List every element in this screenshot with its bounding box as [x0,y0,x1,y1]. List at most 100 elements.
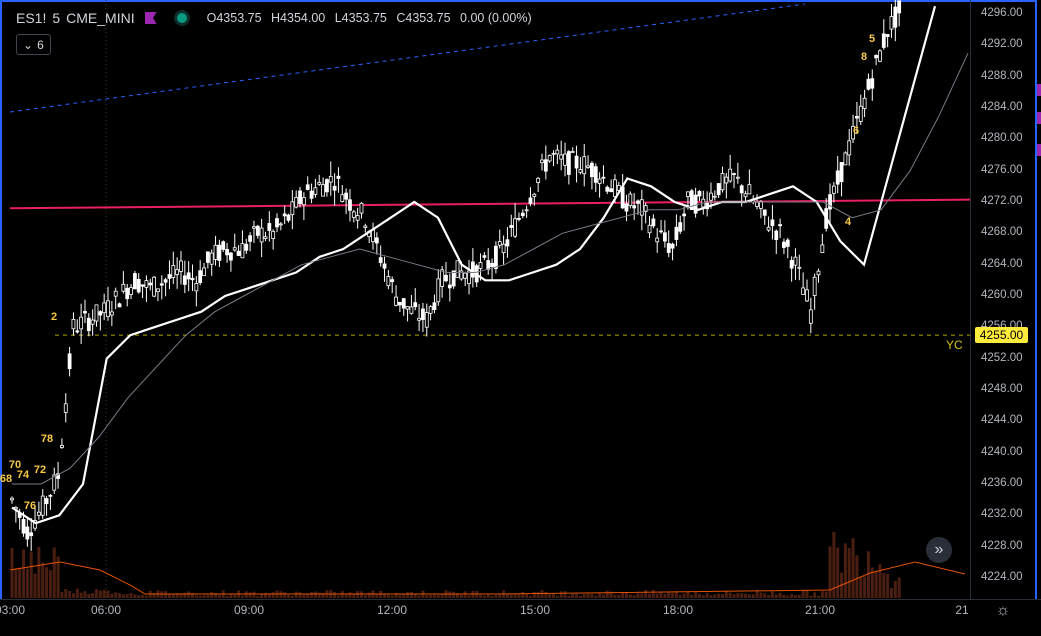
volume-bar [521,591,525,598]
volume-bar [260,593,264,598]
change-value: 0.00 (0.00%) [460,11,532,25]
symbol-name[interactable]: ES1! [16,10,47,26]
volume-bar [609,591,613,598]
volume-bar [863,576,867,598]
volume-bar [367,592,371,598]
volume-bar [244,591,248,598]
candle-body [501,243,506,254]
high-value: H4354.00 [271,11,326,25]
volume-bar [214,592,218,598]
candle-body [666,243,671,253]
volume-bar [813,592,817,598]
volume-bar [175,593,179,598]
volume-bar [267,594,271,598]
volume-bar [194,595,198,598]
volume-bar [394,592,398,598]
candle-body [893,6,898,28]
candle-body [436,278,441,303]
candle-body [482,255,487,258]
candle-body [586,165,590,168]
volume-bar [14,568,18,598]
ema-slow-line [12,52,969,485]
volume-bar [548,593,552,598]
exchange-label: CME_MINI [66,10,135,26]
volume-bar [878,564,882,598]
volume-bar [463,591,467,598]
volume-bar [129,592,133,598]
volume-bar [137,595,141,598]
volume-bar [697,593,701,598]
volume-bar [809,595,813,598]
candle-body [63,403,68,413]
interval-label[interactable]: 5 [52,10,61,26]
volume-bar [398,594,402,598]
candle-body [136,278,141,293]
candle-body [451,270,456,287]
double-chevron-right-icon: » [934,541,944,558]
time-tick: 03:00 [0,603,26,617]
volume-bar [655,593,659,598]
scroll-to-realtime-button[interactable]: » [926,537,952,563]
chart-settings-button[interactable]: ☼ [993,602,1013,622]
volume-bar [467,595,471,598]
volume-bar [64,589,68,598]
volume-bar [621,593,625,598]
volume-bar [429,594,433,598]
volume-bar [52,547,56,598]
volume-bar [513,594,517,598]
candle-body [655,237,660,243]
candle-body [536,177,541,183]
flag-icon[interactable] [144,12,157,24]
price-axis[interactable]: 4296.00 4292.00 4288.00 4284.00 4280.00 4276.… [970,0,1038,599]
volume-bar [605,590,609,598]
volume-bar [793,595,797,598]
volume-bar [336,595,340,598]
candle-body [290,201,295,216]
candle-body [540,159,544,164]
candle-body [574,155,579,169]
bar-count-label: 5 [869,33,875,45]
time-axis[interactable]: 03:00 06:00 09:00 12:00 15:00 18:00 21:00 21 [0,599,1041,636]
current-price-badge: 4255.00 [975,327,1028,344]
candle-body [56,473,60,479]
volume-bar [125,593,129,598]
candle-body [770,219,775,227]
volume-bar [133,594,137,598]
volume-ma-line [9,561,966,595]
candle-body [639,199,644,216]
volume-bar [713,594,717,598]
price-tick: 4248.00 [981,383,1023,395]
candle-body [563,153,567,166]
candle-body [739,185,744,194]
candle-body [509,225,514,228]
volume-bar [344,594,348,598]
candle-body [755,201,759,207]
indicators-toggle-button[interactable]: ⌄ 6 [16,34,51,55]
candle-body [344,192,349,200]
candle-body [94,304,99,322]
candle-body [440,269,445,287]
volume-bar [83,591,87,598]
candle-body [209,252,214,265]
time-tick: 21 [955,603,969,617]
volume-bar [490,595,494,598]
chart-pane[interactable] [0,0,1037,599]
time-tick: 18:00 [662,603,694,617]
bar-count-label: 8 [861,51,867,63]
volume-bar [306,594,310,598]
candle-body [693,194,698,214]
candle-body [889,16,894,30]
candle-body [616,184,621,191]
volume-bar [271,592,275,598]
candle-body [593,166,598,183]
volume-bar [536,591,540,598]
candle-body [182,275,187,285]
volume-bar [18,567,22,598]
candle-body [743,193,748,198]
volume-bar [843,543,847,598]
candle-body [467,270,471,284]
volume-bar [348,592,352,598]
volume-bar [164,591,168,598]
candle-body [79,316,84,330]
